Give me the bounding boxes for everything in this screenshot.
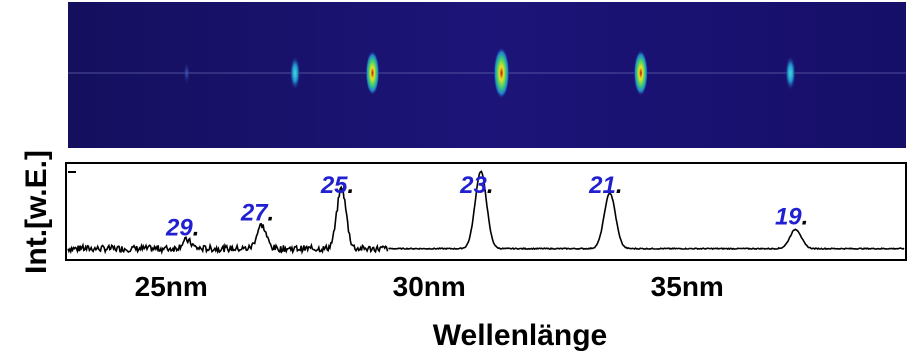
harmonic-order-suffix: .: [193, 215, 200, 242]
harmonic-order-suffix: .: [487, 172, 494, 199]
harmonic-order-suffix: .: [348, 172, 355, 199]
detector-spot: [365, 50, 380, 96]
x-tick-label: 30nm: [393, 271, 466, 302]
detector-spots: [183, 47, 796, 99]
harmonic-labels: 29.27.25. 23. 21.19.: [165, 172, 808, 242]
y-axis-label: Int.[w.E.]: [20, 150, 53, 274]
detector-spot: [289, 55, 301, 91]
harmonic-order: 21: [588, 172, 616, 199]
detector-spot: [633, 49, 648, 97]
detector-spot: [493, 47, 510, 99]
harmonic-label: 29.: [165, 215, 199, 242]
detector-spot: [785, 55, 796, 91]
harmonic-order-suffix: .: [268, 199, 275, 226]
harmonic-order: 27: [240, 199, 269, 226]
spectrum-trace: [388, 170, 905, 251]
x-tick-label: 35nm: [651, 271, 724, 302]
harmonic-label: 27.: [240, 199, 274, 226]
x-tick-label: 25nm: [135, 271, 208, 302]
harmonic-label: 25.: [320, 172, 354, 199]
plot-frame: [65, 162, 907, 261]
harmonic-order-suffix: .: [802, 204, 809, 231]
detector-image: [68, 2, 906, 148]
harmonic-order: 23: [459, 172, 487, 199]
harmonic-order: 25: [320, 172, 348, 199]
harmonic-label: 21.: [588, 172, 622, 199]
harmonic-order-suffix: .: [616, 172, 623, 199]
x-tick-labels: 25nm 30nm 35nm: [135, 271, 724, 302]
detector-spot: [183, 61, 191, 85]
harmonic-order: 29: [165, 215, 193, 242]
spectrum-trace-noisy: [67, 185, 389, 256]
harmonic-label: 23.: [459, 172, 493, 199]
detector-background: [68, 2, 906, 148]
harmonic-label: 19.: [775, 204, 808, 231]
harmonic-order: 19: [775, 204, 802, 231]
x-axis-label: Wellenlänge: [433, 319, 608, 352]
